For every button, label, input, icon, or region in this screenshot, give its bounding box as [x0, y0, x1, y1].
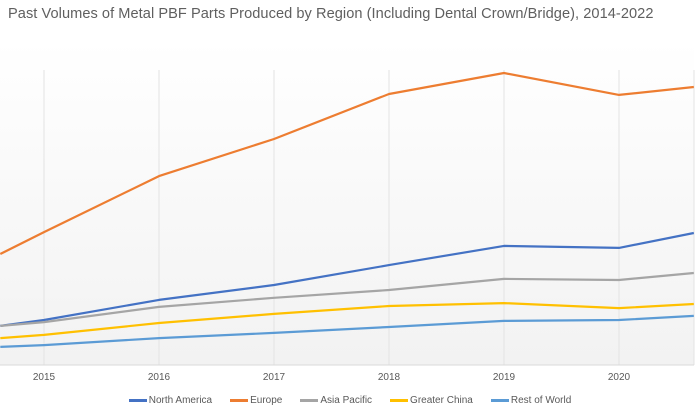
legend-item-greater-china: Greater China	[390, 395, 473, 406]
plot-area	[0, 40, 694, 365]
legend-label-north-america: North America	[148, 395, 213, 406]
x-tick-label-2018: 2018	[378, 372, 401, 383]
line-chart: 2015 2016 2017 2018 2019 2020	[0, 40, 695, 383]
legend: North America Europe Asia Pacific Greater C…	[0, 395, 700, 406]
legend-label-asia-pacific: Asia Pacific	[320, 395, 373, 406]
series-line-rest-of-world	[0, 314, 694, 348]
legend-item-north-america: North America	[128, 395, 213, 406]
series-line-north-america	[0, 231, 695, 327]
legend-item-asia-pacific: Asia Pacific	[300, 395, 372, 406]
legend-item-rest-of-world: Rest of World	[490, 395, 572, 406]
x-tick-label-2015: 2015	[33, 372, 56, 383]
series-line-greater-china	[0, 302, 694, 340]
legend-swatch-greater-china	[390, 399, 409, 402]
x-tick-label-2016: 2016	[148, 372, 171, 383]
legend-item-europe: Europe	[230, 395, 282, 406]
x-tick-label-2017: 2017	[263, 372, 286, 383]
series-line-asia-pacific	[0, 271, 694, 327]
x-tick-label-2020: 2020	[608, 372, 631, 383]
legend-swatch-rest-of-world	[490, 399, 509, 402]
legend-swatch-europe	[230, 399, 249, 402]
legend-label-europe: Europe	[250, 395, 283, 406]
legend-swatch-asia-pacific	[300, 399, 319, 402]
x-tick-label-2019: 2019	[493, 372, 516, 383]
legend-label-rest-of-world: Rest of World	[510, 395, 572, 406]
legend-label-greater-china: Greater China	[410, 395, 473, 406]
chart-title: Past Volumes of Metal PBF Parts Produced…	[8, 6, 654, 22]
series-line-europe	[0, 71, 694, 255]
legend-swatch-north-america	[128, 399, 147, 402]
